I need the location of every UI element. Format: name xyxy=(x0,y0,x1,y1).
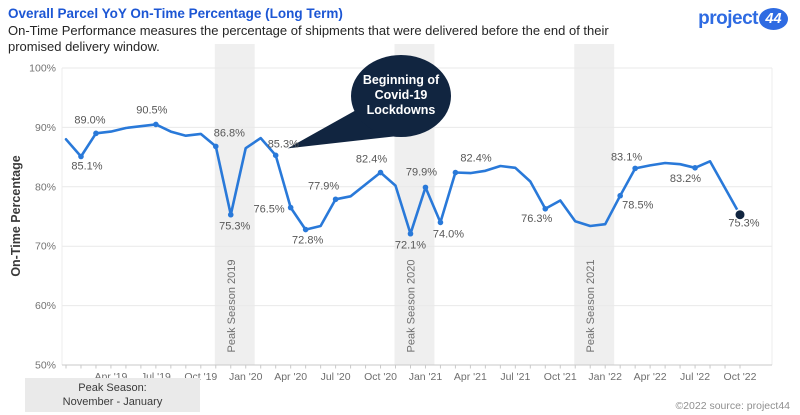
data-label: 72.1% xyxy=(395,240,426,252)
x-tick-label: Jan '21 xyxy=(409,371,443,383)
y-tick-label: 90% xyxy=(35,122,56,134)
on-time-trend-line xyxy=(64,123,742,235)
data-label: 79.9% xyxy=(406,166,437,178)
data-label: 76.5% xyxy=(253,204,284,216)
data-point xyxy=(542,205,549,212)
x-tick-label: Oct '20 xyxy=(364,371,397,383)
source-credit: ©2022 source: project44 xyxy=(675,400,790,412)
data-point xyxy=(632,165,638,172)
peak-season-band xyxy=(574,44,615,365)
logo-44-badge: 44 xyxy=(759,8,788,30)
data-label: 74.0% xyxy=(433,228,464,240)
y-tick-label: 50% xyxy=(35,360,56,372)
x-tick-label: Oct '22 xyxy=(724,371,757,383)
data-label: 75.3% xyxy=(728,218,759,230)
logo-wordmark: project xyxy=(698,8,758,29)
data-label: 86.8% xyxy=(214,127,245,139)
legend-range: November - January xyxy=(62,396,163,408)
x-tick-label: Apr '22 xyxy=(634,371,667,383)
data-point xyxy=(212,143,219,150)
data-point xyxy=(377,169,384,176)
latest-point-marker xyxy=(734,208,746,221)
y-tick-label: 100% xyxy=(29,63,56,75)
y-tick-label: 60% xyxy=(35,300,56,312)
data-point xyxy=(452,169,459,176)
data-label: 85.1% xyxy=(71,161,102,173)
page-title: Overall Parcel YoY On-Time Percentage (L… xyxy=(8,6,343,21)
x-tick-label: Jul '22 xyxy=(680,371,710,383)
legend-title: Peak Season: xyxy=(78,382,147,394)
data-point xyxy=(617,192,623,199)
data-label: 72.8% xyxy=(292,235,323,247)
y-tick-label: 70% xyxy=(35,241,56,253)
data-label: 85.3% xyxy=(268,138,299,150)
x-tick-label: Apr '20 xyxy=(274,371,307,383)
data-label: 89.0% xyxy=(74,114,105,126)
data-point xyxy=(78,153,84,160)
data-label: 77.9% xyxy=(308,180,339,192)
data-label: 75.3% xyxy=(219,221,250,233)
data-label: 90.5% xyxy=(136,104,167,116)
data-label: 82.4% xyxy=(460,153,491,165)
peak-season-legend: Peak Season: November - January xyxy=(25,378,200,412)
data-label: 78.5% xyxy=(622,200,653,212)
x-tick-label: Jul '20 xyxy=(321,371,351,383)
x-tick-label: Jul '21 xyxy=(500,371,530,383)
callout-bubble xyxy=(351,55,451,137)
x-tick-label: Jan '22 xyxy=(588,371,622,383)
x-tick-label: Apr '21 xyxy=(454,371,487,383)
chart-header: Overall Parcel YoY On-Time Percentage (L… xyxy=(8,5,653,54)
data-point xyxy=(422,184,429,191)
y-axis-title: On-Time Percentage xyxy=(9,155,23,276)
data-point xyxy=(302,226,309,233)
data-point xyxy=(93,130,99,137)
peak-season-band xyxy=(214,44,255,365)
data-point xyxy=(272,152,279,159)
data-point xyxy=(287,204,294,211)
project44-logo: project 44 xyxy=(698,8,788,30)
callout-text: Beginning of Covid-19 Lockdowns xyxy=(363,73,440,117)
data-label: 82.4% xyxy=(356,154,387,166)
data-point xyxy=(153,121,159,128)
data-point xyxy=(332,196,339,203)
data-label: 83.1% xyxy=(611,151,642,163)
data-point xyxy=(692,164,698,171)
data-point xyxy=(227,211,234,218)
data-point xyxy=(407,230,414,237)
y-tick-label: 80% xyxy=(35,181,56,193)
data-label: 83.2% xyxy=(670,173,701,185)
chart-subtitle: On-Time Performance measures the percent… xyxy=(8,23,609,54)
data-label: 76.3% xyxy=(521,213,552,225)
x-tick-label: Jan '20 xyxy=(229,371,263,383)
x-tick-label: Oct '21 xyxy=(544,371,577,383)
data-point xyxy=(437,219,444,226)
